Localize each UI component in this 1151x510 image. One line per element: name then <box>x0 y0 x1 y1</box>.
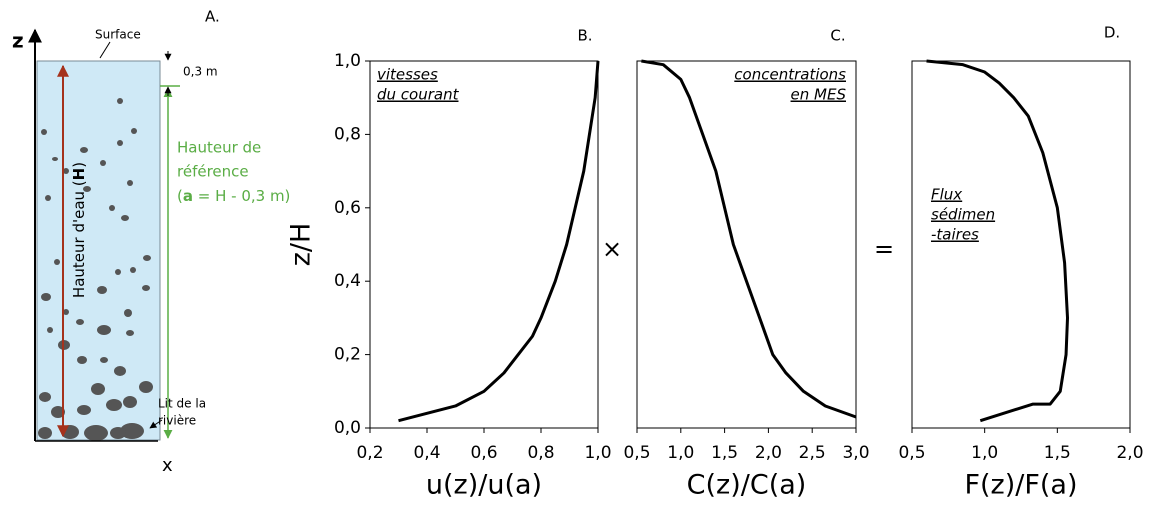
annotation: vitesses <box>377 66 438 84</box>
annotation: concentrations <box>734 66 846 84</box>
x-tick-label: 1,0 <box>667 443 694 463</box>
operator: = <box>874 235 894 263</box>
x-axis-label: C(z)/C(a) <box>687 470 807 501</box>
text: H <box>70 168 88 181</box>
y-tick-label: 0,2 <box>334 345 361 365</box>
reference-label: référence <box>177 163 249 181</box>
text: = H - 0,3 m) <box>193 187 290 205</box>
x-tick-label: 2,5 <box>799 443 826 463</box>
axis-label: x <box>162 455 173 476</box>
panel-label: A. <box>205 8 220 26</box>
reference-label: Hauteur de <box>177 139 261 157</box>
diagram: A. z x Surface 0,3 m Hauteur de référenc… <box>12 8 290 477</box>
x-tick-label: 1,0 <box>971 443 998 463</box>
text: ) <box>70 162 88 168</box>
x-axis-label: F(z)/F(a) <box>964 470 1077 501</box>
x-tick-label: 0,5 <box>898 443 925 463</box>
annotation: en MES <box>791 86 847 104</box>
text: Hauteur d'eau <box>70 186 88 298</box>
x-tick-label: 0,2 <box>356 443 383 463</box>
text: a <box>183 187 193 205</box>
y-axis-label: z/H <box>286 223 317 267</box>
y-tick-label: 0,6 <box>334 198 361 218</box>
x-tick-label: 0,4 <box>413 443 440 463</box>
data-line <box>926 59 1070 423</box>
x-tick-label: 1,5 <box>1044 443 1071 463</box>
y-tick-label: 0,0 <box>334 418 361 438</box>
offset-label: 0,3 m <box>183 65 218 79</box>
plot-frame <box>911 60 1131 429</box>
x-tick-label: 2,0 <box>1116 443 1143 463</box>
y-tick-label: 1,0 <box>334 51 361 71</box>
panel-label: D. <box>1104 24 1120 42</box>
axis-label: z <box>12 29 24 53</box>
bed-label: Lit de la <box>158 397 206 411</box>
operator: × <box>602 235 622 263</box>
x-tick-label: 0,6 <box>470 443 497 463</box>
data-line <box>641 59 857 419</box>
x-tick-label: 2,0 <box>755 443 782 463</box>
panel-label: C. <box>830 27 845 45</box>
surface-pointer <box>99 41 111 59</box>
data-line <box>398 60 600 423</box>
y-tick-label: 0,4 <box>334 271 361 291</box>
reference-formula: (a = H - 0,3 m) <box>177 187 290 205</box>
x-tick-label: 1,0 <box>584 443 611 463</box>
panel-label: B. <box>577 27 592 45</box>
plot-frame <box>369 60 599 429</box>
bed-pointer <box>149 419 163 429</box>
annotation: -taires <box>931 226 979 244</box>
x-tick-label: 0,8 <box>527 443 554 463</box>
surface-label: Surface <box>95 28 141 42</box>
x-axis-label: u(z)/u(a) <box>426 470 542 501</box>
x-tick-label: 1,5 <box>711 443 738 463</box>
x-tick-label: 0,5 <box>623 443 650 463</box>
annotation: sédimen <box>931 206 995 224</box>
depth-label: Hauteur d'eau (H) <box>70 162 88 298</box>
bed-label: rivière <box>158 414 196 428</box>
x-tick-label: 3,0 <box>842 443 869 463</box>
annotation: du courant <box>377 86 460 104</box>
annotation: Flux <box>931 186 962 204</box>
plot-frame <box>636 60 857 429</box>
y-tick-label: 0,8 <box>334 124 361 144</box>
text: ( <box>177 187 183 205</box>
text: ( <box>70 180 88 186</box>
